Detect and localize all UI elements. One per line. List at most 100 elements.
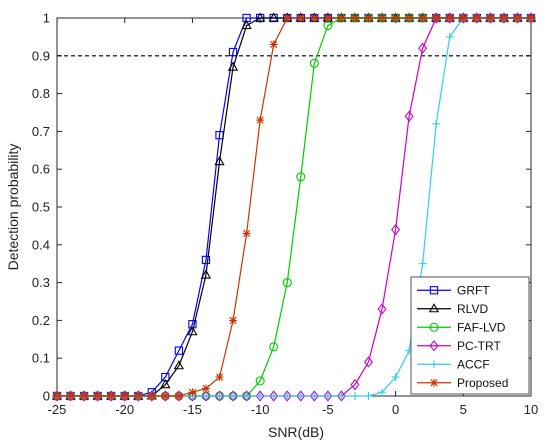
plus-marker bbox=[269, 392, 278, 400]
asterisk-marker bbox=[310, 14, 319, 22]
asterisk-marker bbox=[229, 316, 238, 325]
circle-marker bbox=[309, 58, 319, 68]
x-tick-label: -15 bbox=[183, 402, 202, 417]
asterisk-marker bbox=[201, 384, 210, 393]
triangle-marker bbox=[241, 19, 252, 30]
plus-marker bbox=[310, 392, 319, 400]
diamond-marker bbox=[269, 390, 279, 402]
diamond-marker bbox=[282, 390, 292, 402]
diamond-marker bbox=[336, 390, 346, 402]
asterisk-marker bbox=[269, 40, 278, 49]
diamond-marker bbox=[499, 12, 509, 24]
asterisk-marker bbox=[513, 14, 522, 22]
diamond-marker bbox=[429, 340, 439, 352]
diamond-marker bbox=[228, 390, 238, 402]
triangle-marker bbox=[173, 360, 185, 370]
diamond-marker bbox=[120, 390, 130, 402]
y-tick-label: 0.7 bbox=[32, 124, 50, 139]
asterisk-marker bbox=[242, 229, 251, 238]
plus-marker bbox=[418, 259, 427, 268]
plot-area: -25 -20 -15 -10 -5 0 5 10 0 0.1 0.2 0.3 0.4 0.5 0.6 0.7… bbox=[32, 11, 538, 418]
asterisk-marker bbox=[391, 14, 400, 22]
x-axis-label: SNR(dB) bbox=[268, 424, 324, 440]
legend-label: RLVD bbox=[457, 302, 488, 316]
diamond-marker bbox=[79, 390, 89, 402]
diamond-marker bbox=[52, 390, 62, 402]
diamond-marker bbox=[458, 12, 468, 24]
x-tick-label: -25 bbox=[48, 402, 67, 417]
diamond-marker bbox=[391, 223, 401, 236]
diamond-marker bbox=[485, 12, 495, 24]
y-tick-label: 0.6 bbox=[32, 162, 50, 177]
x-tick-label: -5 bbox=[322, 402, 334, 417]
legend-label: ACCF bbox=[457, 358, 490, 372]
diamond-marker bbox=[215, 390, 225, 402]
asterisk-marker bbox=[378, 14, 387, 22]
triangle-marker bbox=[160, 379, 171, 389]
diamond-marker bbox=[350, 378, 360, 391]
plus-marker bbox=[350, 392, 359, 400]
diamond-marker bbox=[133, 390, 143, 402]
circle-marker bbox=[255, 376, 265, 386]
diamond-marker bbox=[147, 390, 157, 402]
y-tick-label: 0.3 bbox=[32, 275, 50, 290]
diamond-marker bbox=[418, 42, 428, 54]
plus-marker bbox=[256, 392, 265, 400]
triangle-marker bbox=[255, 12, 266, 22]
square-marker bbox=[228, 47, 238, 57]
x-tick-label: -20 bbox=[115, 402, 134, 417]
plus-marker bbox=[391, 373, 400, 382]
y-tick-label: 0.1 bbox=[32, 351, 50, 366]
y-axis-label: Detection probability bbox=[5, 144, 21, 271]
asterisk-marker bbox=[215, 373, 224, 382]
circle-marker bbox=[296, 172, 306, 182]
plus-marker bbox=[323, 392, 332, 400]
asterisk-marker bbox=[161, 392, 170, 400]
asterisk-marker bbox=[323, 14, 332, 22]
y-tick-label: 0.2 bbox=[32, 313, 50, 328]
triangle-marker bbox=[214, 156, 225, 166]
asterisk-marker bbox=[405, 14, 414, 22]
y-tick-label: 0 bbox=[43, 389, 50, 404]
asterisk-marker bbox=[107, 392, 116, 400]
diamond-marker bbox=[431, 12, 441, 24]
asterisk-marker bbox=[53, 392, 61, 400]
asterisk-marker bbox=[66, 392, 75, 400]
legend-label: PC-TRT bbox=[457, 339, 501, 353]
legend-label: Proposed bbox=[457, 376, 508, 390]
triangle-marker bbox=[187, 326, 198, 336]
asterisk-marker bbox=[256, 116, 265, 125]
x-tick-label: 10 bbox=[524, 402, 538, 417]
legend-label: GRFT bbox=[457, 284, 490, 298]
legend-box bbox=[410, 276, 530, 395]
series-proposed bbox=[53, 14, 535, 400]
y-tick-label: 1 bbox=[43, 11, 50, 26]
y-tick-label: 0.5 bbox=[32, 200, 50, 215]
square-marker bbox=[201, 255, 211, 265]
triangle-marker bbox=[268, 12, 279, 22]
plus-marker bbox=[201, 392, 210, 400]
y-tick-label: 0.8 bbox=[32, 86, 50, 101]
asterisk-marker bbox=[283, 14, 292, 22]
asterisk-marker bbox=[527, 14, 535, 22]
diamond-marker bbox=[160, 390, 170, 402]
plus-marker bbox=[378, 388, 387, 397]
asterisk-marker bbox=[350, 14, 359, 22]
plus-marker bbox=[242, 392, 251, 400]
asterisk-marker bbox=[364, 14, 373, 22]
asterisk-marker bbox=[499, 14, 508, 22]
plus-marker bbox=[430, 360, 438, 369]
asterisk-marker bbox=[337, 14, 346, 22]
diamond-marker bbox=[66, 390, 76, 402]
plus-marker bbox=[296, 392, 305, 400]
diamond-marker bbox=[404, 110, 414, 122]
diamond-marker bbox=[512, 12, 522, 24]
asterisk-marker bbox=[188, 388, 197, 397]
circle-marker bbox=[269, 342, 279, 352]
asterisk-marker bbox=[472, 14, 481, 22]
asterisk-marker bbox=[296, 14, 305, 22]
asterisk-marker bbox=[430, 378, 438, 387]
asterisk-marker bbox=[432, 14, 441, 22]
x-tick-label: -10 bbox=[251, 402, 270, 417]
